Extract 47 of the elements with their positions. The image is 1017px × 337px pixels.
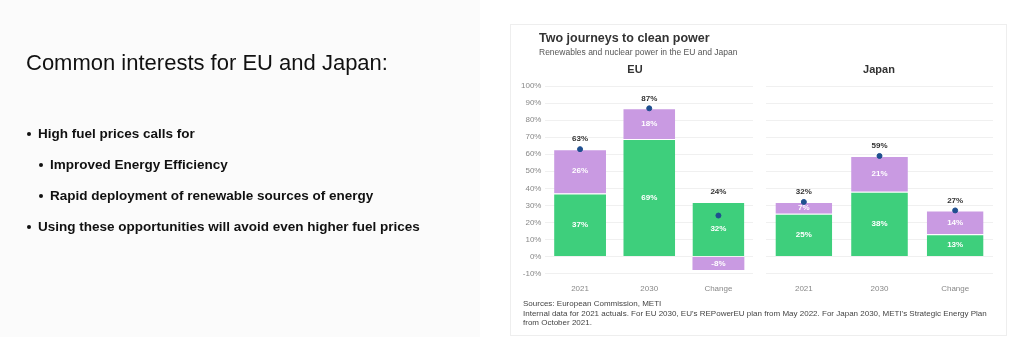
y-tick-label: 20% bbox=[525, 217, 542, 227]
y-tick-label: 90% bbox=[525, 98, 542, 108]
data-label: 32% bbox=[710, 224, 727, 234]
x-tick-label: 2021 bbox=[571, 284, 590, 294]
total-label: 27% bbox=[947, 195, 964, 205]
data-label: -8% bbox=[711, 258, 726, 268]
data-label: 38% bbox=[871, 219, 888, 228]
y-tick-label: 80% bbox=[525, 115, 542, 125]
chart-title: EU bbox=[627, 62, 643, 75]
y-tick-label: 30% bbox=[525, 200, 542, 210]
y-tick-label: 40% bbox=[525, 183, 542, 193]
data-label: 18% bbox=[641, 118, 658, 128]
data-label: 21% bbox=[871, 169, 888, 179]
data-label: 13% bbox=[947, 240, 964, 250]
y-tick-label: 0% bbox=[529, 251, 542, 261]
text: High fuel prices calls for bbox=[37, 126, 196, 142]
data-label: 25% bbox=[795, 230, 812, 240]
data-label: 37% bbox=[572, 219, 589, 229]
total-label: 24% bbox=[710, 187, 727, 197]
data-label: 26% bbox=[572, 166, 589, 176]
text: Improved Energy Efficiency bbox=[49, 157, 229, 173]
x-tick-label: 2021 bbox=[794, 284, 814, 294]
text: Renewables and nuclear power in the EU and Japan bbox=[539, 47, 738, 57]
x-tick-label: Change bbox=[941, 284, 970, 294]
text: Rapid deployment of renewable sources of energy bbox=[49, 188, 375, 204]
total-label: 32% bbox=[795, 187, 812, 197]
text: Common interests for EU and Japan: bbox=[26, 50, 388, 76]
y-tick-label: 100% bbox=[520, 81, 542, 91]
data-label: 69% bbox=[641, 192, 658, 202]
y-tick-label: -10% bbox=[522, 268, 542, 278]
total-label: 63% bbox=[572, 134, 589, 144]
y-tick-label: 10% bbox=[525, 234, 542, 244]
text: Two journeys to clean power bbox=[539, 31, 710, 45]
text: Internal data for 2021 actuals. For EU 2030, EU's REPowerEU plan from May 2022. For Japan 2030, METI's Strategic Energy Plan from October 2021. bbox=[523, 308, 988, 328]
source-note: Sources: European Commission, METI bbox=[523, 299, 663, 309]
x-tick-label: 2030 bbox=[640, 284, 659, 294]
y-tick-label: 50% bbox=[525, 166, 542, 176]
y-tick-label: 70% bbox=[525, 132, 542, 142]
data-label: 14% bbox=[947, 217, 964, 227]
y-tick-label: 60% bbox=[525, 149, 542, 159]
data-label: 7% bbox=[798, 203, 810, 213]
total-label: 59% bbox=[871, 141, 888, 151]
text: Using these opportunities will avoid even higher fuel prices bbox=[37, 219, 421, 235]
total-label: 87% bbox=[641, 93, 658, 103]
x-tick-label: 2030 bbox=[870, 284, 889, 294]
chart-title: Japan bbox=[863, 62, 896, 75]
x-tick-label: Change bbox=[704, 284, 733, 294]
